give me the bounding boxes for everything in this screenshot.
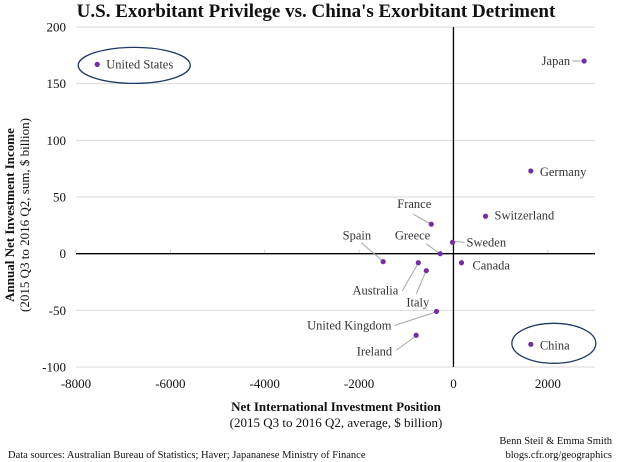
- y-tick-label: 200: [47, 20, 67, 35]
- x-tick-labels: -8000 -6000 -4000 -2000 0 2000: [61, 376, 561, 391]
- point-labels: United States Japan Germany France Switzerla…: [106, 54, 587, 358]
- y-tick-label: 0: [60, 246, 67, 261]
- y-tick-label: -100: [42, 360, 66, 375]
- leader-france: [413, 213, 430, 224]
- x-tick-label: -6000: [155, 376, 185, 391]
- highlight-ellipse-china: [511, 322, 597, 364]
- highlight-ellipse-united-states: [77, 46, 191, 85]
- label-canada: Canada: [472, 259, 510, 273]
- x-tick-label: 2000: [535, 376, 561, 391]
- y-axis-title-group: Annual Net Investment Income (2015 Q3 to…: [2, 118, 32, 312]
- leader-sweden: [453, 240, 465, 243]
- label-germany: Germany: [540, 165, 587, 179]
- x-tick-label: -2000: [344, 376, 374, 391]
- leader-ireland: [395, 336, 415, 351]
- point-japan: [581, 58, 587, 64]
- point-sweden: [449, 239, 456, 245]
- y-axis-title: Annual Net Investment Income: [2, 128, 17, 302]
- y-tick-label: 100: [47, 133, 67, 148]
- label-united-states: United States: [106, 57, 173, 71]
- point-switzerland: [482, 213, 489, 219]
- point-spain: [380, 259, 386, 265]
- label-japan: Japan: [542, 54, 571, 68]
- point-canada: [458, 260, 465, 266]
- leader-italy: [415, 272, 426, 294]
- gridlines: [76, 26, 595, 368]
- x-tick-label: 0: [450, 376, 457, 391]
- point-italy: [423, 268, 429, 274]
- leader-australia: [401, 264, 418, 291]
- label-china: China: [540, 338, 570, 352]
- source-site: blogs.cfr.org/geographics: [505, 450, 612, 461]
- point-france: [428, 221, 434, 227]
- label-italy: Italy: [406, 296, 430, 310]
- y-tick-label: -50: [49, 303, 66, 318]
- point-united-states: [94, 61, 100, 67]
- label-australia: Australia: [352, 284, 398, 298]
- data-points: [94, 58, 587, 347]
- data-sources: Data sources: Australian Bureau of Stati…: [8, 450, 366, 461]
- axes: [75, 27, 595, 367]
- point-china: [528, 341, 534, 347]
- y-tick-label: 50: [53, 190, 66, 205]
- x-axis-title: Net International Investment Position: [231, 399, 442, 414]
- highlight-ellipses: [77, 46, 597, 364]
- x-axis-subtitle: (2015 Q3 to 2016 Q2, average, $ billion): [230, 415, 443, 430]
- point-ireland: [413, 332, 419, 338]
- x-tick-label: -4000: [250, 376, 280, 391]
- label-united-kingdom: United Kingdom: [307, 318, 392, 332]
- label-ireland: Ireland: [357, 344, 393, 358]
- y-tick-labels: -100 -50 0 50 100 150 200: [42, 20, 66, 375]
- leader-greece: [425, 243, 439, 254]
- label-switzerland: Switzerland: [495, 208, 555, 222]
- leader-lines: [360, 60, 583, 351]
- chart-title: U.S. Exorbitant Privilege vs. China's Ex…: [77, 1, 556, 22]
- y-tick-label: 150: [47, 76, 67, 91]
- label-greece: Greece: [395, 229, 431, 243]
- point-australia: [415, 260, 421, 266]
- leader-united-kingdom: [394, 311, 435, 326]
- label-spain: Spain: [343, 229, 372, 243]
- point-germany: [528, 168, 534, 174]
- x-tick-label: -8000: [61, 376, 91, 391]
- y-axis-subtitle: (2015 Q3 to 2016 Q2, sum, $ billion): [17, 118, 32, 312]
- label-sweden: Sweden: [467, 235, 507, 249]
- leader-spain: [360, 242, 382, 260]
- authors: Benn Steil & Emma Smith: [499, 436, 612, 447]
- label-france: France: [397, 197, 431, 211]
- point-greece: [437, 251, 443, 257]
- point-united-kingdom: [433, 308, 440, 315]
